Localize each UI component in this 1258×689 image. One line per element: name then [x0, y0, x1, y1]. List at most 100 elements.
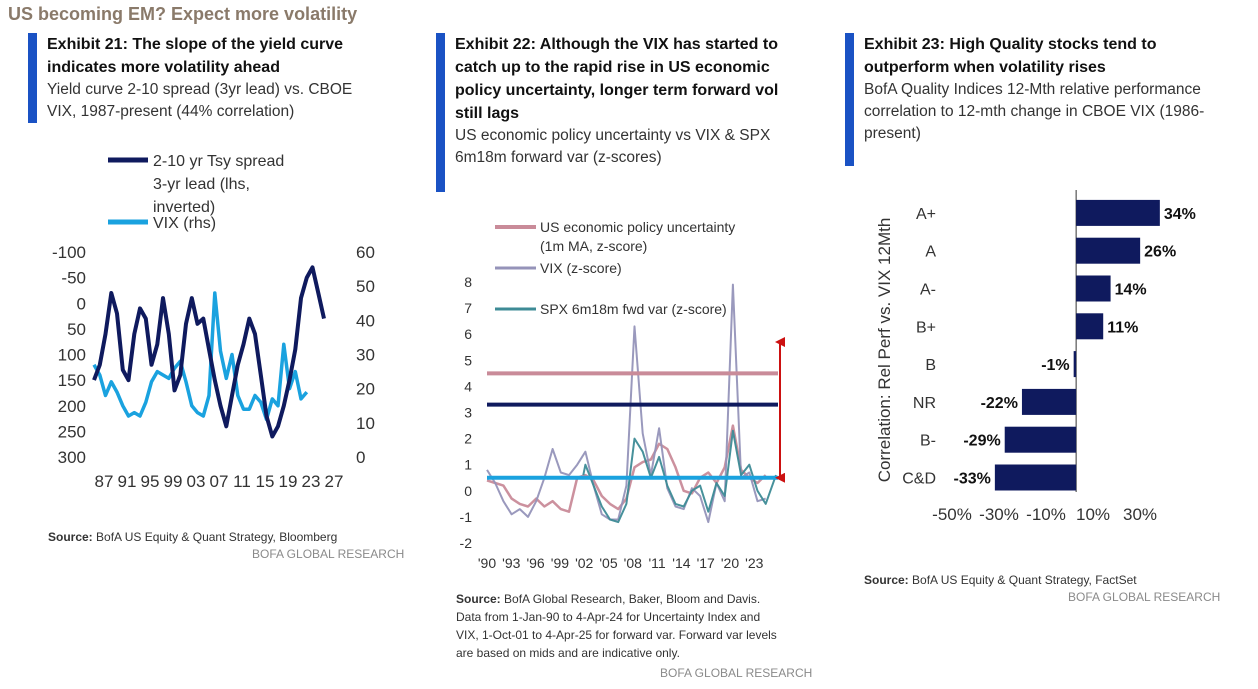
- y-axis-label: Correlation: Rel Perf vs. VIX 12Mth: [875, 218, 894, 483]
- x-tick-label: 95: [141, 472, 160, 491]
- y-tick-label: 4: [464, 378, 472, 394]
- x-tick-label: 15: [256, 472, 275, 491]
- exhibit-22-title: Exhibit 22: Although the VIX has started…: [455, 36, 779, 122]
- x-tick-label: 03: [187, 472, 206, 491]
- exhibit-22-brand: BofA GLOBAL RESEARCH: [660, 666, 813, 680]
- y-tick-label: 5: [464, 352, 472, 368]
- y-left-tick-label: 300: [58, 448, 86, 467]
- legend-label-vix-z: VIX (z-score): [540, 260, 622, 276]
- source-label: Source:: [48, 530, 93, 544]
- y-right-tick-label: 50: [356, 277, 375, 296]
- data-label: 26%: [1144, 244, 1176, 261]
- legend-label-fwd-var: SPX 6m18m fwd var (z-score): [540, 301, 727, 317]
- series-line-vix: [92, 291, 309, 422]
- x-tick-label: -10%: [1026, 505, 1066, 524]
- x-tick-label: -30%: [979, 505, 1019, 524]
- chart-yield-curve-vix: 2-10 yr Tsy spread 3-yr lead (lhs, inverte…: [52, 153, 375, 491]
- exhibit-22-source: Source: BofA Global Research, Baker, Blo…: [456, 590, 786, 662]
- bar: [1076, 275, 1111, 302]
- source-label: Source:: [456, 592, 501, 606]
- category-label: A: [925, 244, 936, 261]
- y-tick-label: 3: [464, 405, 472, 421]
- data-label: -1%: [1041, 357, 1069, 374]
- x-tick-label: 19: [279, 472, 298, 491]
- y-left-tick-label: 150: [58, 371, 86, 390]
- x-tick-label: 99: [164, 472, 183, 491]
- source-label: Source:: [864, 573, 909, 587]
- series-line-spread: [92, 265, 326, 439]
- source-text: BofA US Equity & Quant Strategy, Bloombe…: [92, 530, 338, 544]
- legend-label-uncertainty: US economic policy uncertainty (1m MA, z-…: [540, 219, 735, 254]
- x-tick-label: '20: [721, 555, 739, 571]
- y-left-tick-label: -50: [61, 269, 86, 288]
- exhibit-23-brand: BofA GLOBAL RESEARCH: [1068, 590, 1221, 604]
- x-tick-label: 10%: [1076, 505, 1110, 524]
- source-text: BofA US Equity & Quant Strategy, FactSet: [908, 573, 1137, 587]
- x-tick-label: '02: [575, 555, 593, 571]
- bar: [1073, 351, 1077, 378]
- y-left-tick-label: 0: [77, 294, 86, 313]
- data-label: -22%: [981, 395, 1018, 412]
- data-label: 11%: [1107, 319, 1138, 336]
- y-tick-label: 6: [464, 326, 472, 342]
- y-tick-label: 2: [464, 431, 472, 447]
- exhibit-23-source: Source: BofA US Equity & Quant Strategy,…: [864, 571, 1204, 589]
- bar: [1021, 388, 1077, 415]
- y-tick-label: -2: [460, 535, 473, 551]
- category-label: B: [925, 357, 936, 374]
- series-line-fwd-var: [582, 429, 777, 524]
- exhibit-22-subtitle: US economic policy uncertainty vs VIX & …: [455, 127, 771, 166]
- exhibit-23-header: Exhibit 23: High Quality stocks tend to …: [845, 33, 1209, 166]
- x-tick-label: '14: [672, 555, 690, 571]
- bar: [1076, 237, 1141, 264]
- y-tick-label: 8: [464, 274, 472, 290]
- y-left-tick-label: 250: [58, 422, 86, 441]
- y-right-tick-label: 60: [356, 243, 375, 262]
- y-right-tick-label: 0: [356, 448, 365, 467]
- x-tick-label: '99: [551, 555, 569, 571]
- exhibit-22-header: Exhibit 22: Although the VIX has started…: [436, 33, 800, 192]
- y-tick-label: -1: [460, 509, 473, 525]
- category-label: NR: [913, 395, 936, 412]
- category-label: A+: [916, 206, 936, 223]
- legend-label-spread: 2-10 yr Tsy spread 3-yr lead (lhs, inverte…: [153, 153, 284, 216]
- exhibit-23-title: Exhibit 23: High Quality stocks tend to …: [864, 36, 1157, 76]
- bar: [1076, 313, 1104, 340]
- y-right-tick-label: 40: [356, 311, 375, 330]
- y-tick-label: 1: [464, 457, 472, 473]
- y-tick-label: 7: [464, 300, 472, 316]
- source-text: BofA Global Research, Baker, Bloom and D…: [456, 592, 777, 660]
- chart-policy-uncertainty: US economic policy uncertainty (1m MA, z-…: [460, 219, 785, 571]
- x-tick-label: '17: [697, 555, 715, 571]
- category-label: B+: [916, 319, 936, 336]
- x-tick-label: '11: [648, 555, 665, 571]
- page-title: US becoming EM? Expect more volatility: [8, 4, 358, 24]
- exhibit-21-brand: BofA GLOBAL RESEARCH: [252, 547, 405, 561]
- x-tick-label: '90: [478, 555, 496, 571]
- y-left-tick-label: 50: [67, 320, 86, 339]
- x-tick-label: 07: [210, 472, 229, 491]
- bar: [994, 464, 1077, 491]
- y-right-tick-label: 30: [356, 346, 375, 365]
- data-label: -29%: [963, 433, 1000, 450]
- x-tick-label: 91: [118, 472, 137, 491]
- x-tick-label: '96: [526, 555, 544, 571]
- exhibit-21-title: Exhibit 21: The slope of the yield curve…: [47, 36, 344, 76]
- x-tick-label: '93: [502, 555, 520, 571]
- y-right-tick-label: 10: [356, 414, 375, 433]
- x-tick-label: 87: [95, 472, 114, 491]
- y-right-tick-label: 20: [356, 380, 375, 399]
- exhibit-23-subtitle: BofA Quality Indices 12-Mth relative per…: [864, 81, 1205, 142]
- exhibit-21-subtitle: Yield curve 2-10 spread (3yr lead) vs. C…: [47, 81, 353, 120]
- chart-quality-correlation: Correlation: Rel Perf vs. VIX 12Mth A+ 34…: [875, 190, 1196, 524]
- x-tick-label: '05: [599, 555, 617, 571]
- y-tick-label: 0: [464, 483, 472, 499]
- x-tick-label: 27: [325, 472, 344, 491]
- legend-label-vix: VIX (rhs): [153, 215, 216, 232]
- y-left-tick-label: -100: [52, 243, 86, 262]
- x-tick-label: '23: [745, 555, 763, 571]
- x-tick-label: 23: [302, 472, 321, 491]
- category-label: C&D: [902, 471, 936, 488]
- x-tick-label: 30%: [1123, 505, 1157, 524]
- y-left-tick-label: 100: [58, 346, 86, 365]
